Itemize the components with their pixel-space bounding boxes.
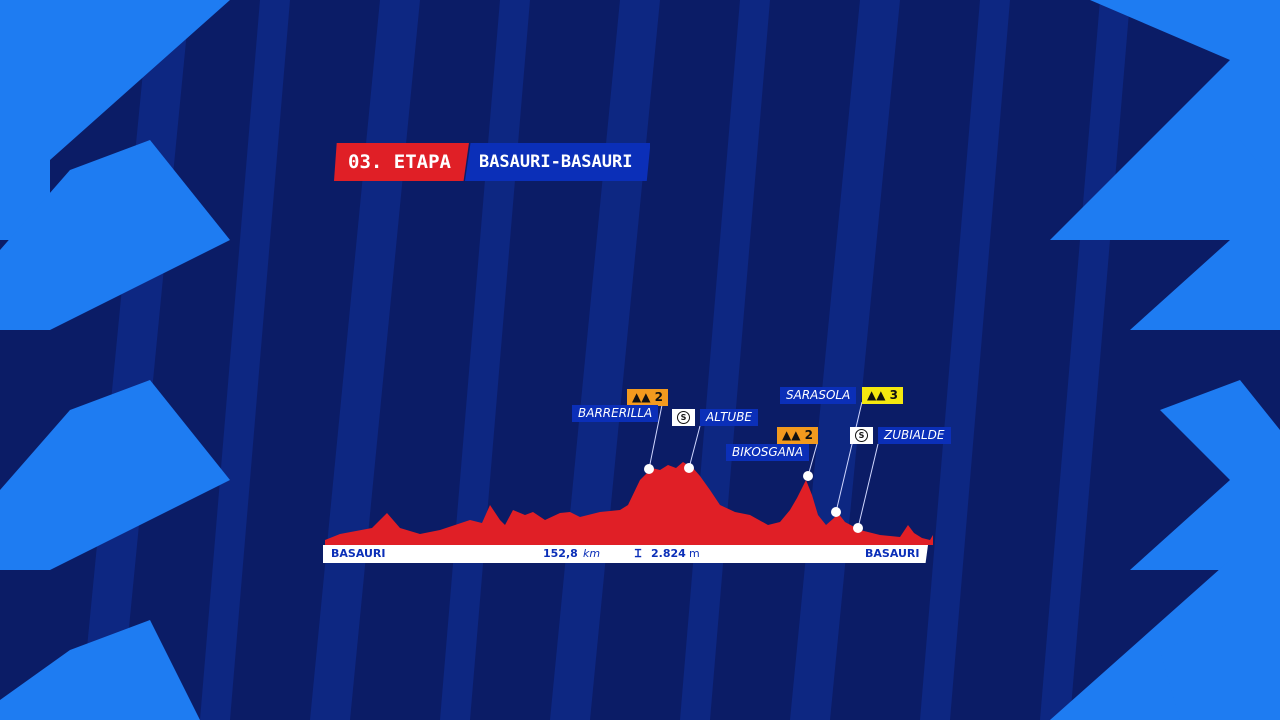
mountain-icon: ▲▲: [632, 390, 651, 404]
marker-lines: [648, 401, 879, 529]
profile-info-bar: BASAURI 152,8 km Ɪ 2.824 m BASAURI: [323, 545, 928, 563]
barrerilla-label: BARRERILLA: [572, 405, 659, 422]
stage-route: BASAURI-BASAURI: [464, 143, 651, 181]
altube-sprint-badge: S: [672, 409, 695, 426]
stage-title: 03. ETAPA BASAURI-BASAURI: [334, 143, 651, 181]
marker-dots: [644, 463, 863, 533]
bikosgana-category-badge: ▲▲ 2: [777, 427, 819, 444]
mountain-icon: ▲▲: [782, 428, 801, 442]
left-zigzag-shapes: [0, 0, 230, 720]
elevation-icon: Ɪ: [635, 547, 642, 560]
sarasola-label: SARASOLA: [780, 387, 857, 404]
diagonal-stripes: [80, 0, 1130, 720]
mountain-icon: ▲▲: [867, 388, 886, 402]
distance-value: 152,8: [543, 547, 578, 560]
sprint-icon: S: [855, 429, 868, 442]
zubialde-label: ZUBIALDE: [878, 427, 951, 444]
start-town: BASAURI: [331, 547, 386, 560]
altube-label: ALTUBE: [700, 409, 759, 426]
elevation-value: 2.824: [651, 547, 686, 560]
distance-unit: km: [583, 547, 601, 560]
barrerilla-category-badge: ▲▲ 2: [627, 389, 669, 406]
elevation-unit: m: [689, 547, 700, 560]
sprint-icon: S: [677, 411, 690, 424]
zubialde-sprint-badge: S: [850, 427, 873, 444]
finish-town: BASAURI: [865, 547, 920, 560]
right-zigzag-shapes: [1050, 0, 1280, 720]
bikosgana-label: BIKOSGANA: [726, 444, 810, 461]
stage-number: 03. ETAPA: [334, 143, 469, 181]
elevation-profile: [325, 462, 933, 545]
sarasola-category-badge: ▲▲ 3: [862, 387, 904, 404]
